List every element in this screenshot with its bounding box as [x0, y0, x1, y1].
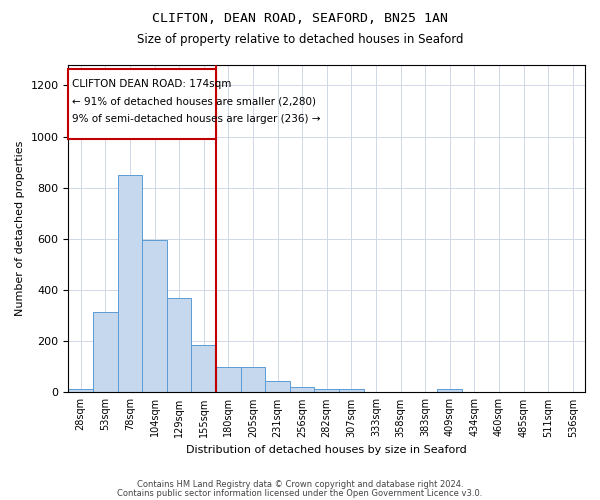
Bar: [68, 69, 216, 139]
Text: 9% of semi-detached houses are larger (236) →: 9% of semi-detached houses are larger (2…: [72, 114, 320, 124]
X-axis label: Distribution of detached houses by size in Seaford: Distribution of detached houses by size …: [187, 445, 467, 455]
Text: Contains HM Land Registry data © Crown copyright and database right 2024.: Contains HM Land Registry data © Crown c…: [137, 480, 463, 489]
Text: CLIFTON, DEAN ROAD, SEAFORD, BN25 1AN: CLIFTON, DEAN ROAD, SEAFORD, BN25 1AN: [152, 12, 448, 26]
Bar: [167, 298, 191, 392]
Bar: [142, 240, 167, 392]
Text: Size of property relative to detached houses in Seaford: Size of property relative to detached ho…: [137, 32, 463, 46]
Bar: [290, 388, 314, 392]
Bar: [437, 389, 462, 392]
Bar: [314, 388, 339, 392]
Text: CLIFTON DEAN ROAD: 174sqm: CLIFTON DEAN ROAD: 174sqm: [72, 79, 232, 89]
Bar: [68, 388, 93, 392]
Bar: [191, 345, 216, 393]
Bar: [265, 381, 290, 392]
Bar: [93, 312, 118, 392]
Text: ← 91% of detached houses are smaller (2,280): ← 91% of detached houses are smaller (2,…: [72, 97, 316, 107]
Bar: [216, 367, 241, 392]
Bar: [339, 388, 364, 392]
Y-axis label: Number of detached properties: Number of detached properties: [15, 141, 25, 316]
Bar: [241, 367, 265, 392]
Bar: [118, 175, 142, 392]
Text: Contains public sector information licensed under the Open Government Licence v3: Contains public sector information licen…: [118, 488, 482, 498]
